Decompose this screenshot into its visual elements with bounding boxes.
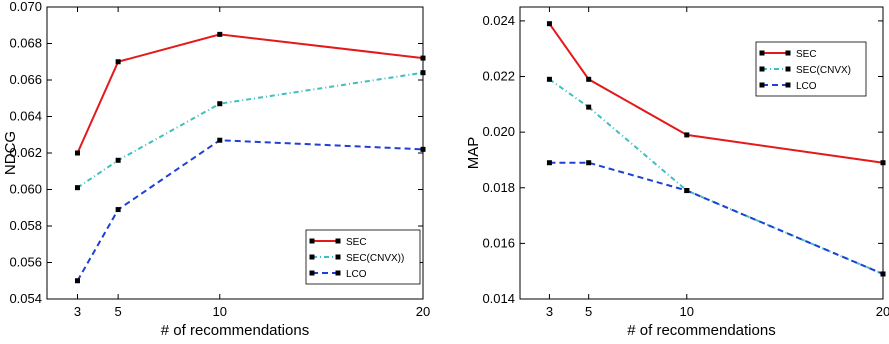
series-line-3: [76, 139, 424, 282]
series-line-1: [76, 33, 424, 154]
y-tick-label: 0.020: [482, 124, 515, 139]
data-point: [684, 132, 690, 138]
x-tick-label: 10: [213, 304, 227, 319]
legend-marker: [759, 82, 765, 88]
data-point: [546, 160, 552, 166]
data-point: [420, 55, 426, 61]
legend: SEC SEC(CNVX) LCO: [755, 41, 867, 97]
legend-label: SEC(CNVX): [796, 65, 851, 76]
legend-label: LCO: [796, 81, 817, 92]
series-line-2: [548, 78, 884, 275]
data-point: [217, 101, 223, 107]
data-point: [217, 31, 223, 37]
data-point: [420, 70, 426, 76]
series-line-3: [549, 161, 884, 275]
chart-2: 0.014 0.016 0.018 0.020 0.022 0.024 3 5 10 20 # of…: [465, 6, 889, 339]
data-point: [217, 137, 223, 143]
x-tick-label: 5: [115, 304, 122, 319]
y-tick-label: 0.018: [482, 180, 515, 195]
y-tick-label: 0.058: [9, 218, 42, 233]
legend-marker: [759, 50, 765, 56]
legend-marker: [309, 270, 315, 276]
legend-marker: [335, 270, 341, 276]
legend-marker: [335, 254, 341, 260]
x-axis-label: # of recommendations: [161, 322, 309, 339]
y-tick-label: 0.022: [482, 69, 515, 84]
data-point: [546, 76, 552, 82]
data-point: [420, 146, 426, 152]
y-tick-label: 0.060: [9, 182, 42, 197]
data-point: [115, 157, 121, 163]
data-point: [115, 207, 121, 213]
x-tick-label: 3: [74, 304, 81, 319]
series-line-2: [76, 71, 424, 189]
y-tick-label: 0.056: [9, 255, 42, 270]
y-tick-label: 0.016: [482, 235, 515, 250]
legend-label: SEC(CNVX)): [346, 253, 404, 264]
legend: SEC SEC(CNVX)) LCO: [305, 229, 421, 285]
legend-marker: [785, 82, 791, 88]
y-tick-label: 0.064: [9, 109, 42, 124]
x-tick-label: 20: [416, 304, 430, 319]
y-tick-label: 0.070: [9, 0, 42, 14]
y-tick-label: 0.062: [9, 145, 42, 160]
y-tick-label: 0.014: [482, 291, 515, 306]
x-axis-label: # of recommendations: [627, 322, 775, 339]
data-point: [74, 150, 80, 156]
legend-marker: [309, 254, 315, 260]
data-point: [546, 21, 552, 27]
legend-marker: [759, 66, 765, 72]
legend-marker: [309, 238, 315, 244]
legend-label: LCO: [346, 269, 367, 280]
x-tick-label: 3: [546, 304, 553, 319]
x-tick-label: 5: [585, 304, 592, 319]
data-point: [880, 160, 886, 166]
legend-marker: [785, 50, 791, 56]
y-tick-label: 0.024: [482, 13, 515, 28]
data-point: [684, 188, 690, 194]
x-tick-label: 10: [680, 304, 694, 319]
series-line-1: [548, 23, 884, 164]
data-point: [115, 59, 121, 65]
y-tick-label: 0.054: [9, 291, 42, 306]
legend-label: SEC: [346, 237, 367, 248]
data-point: [586, 160, 592, 166]
y-tick-label: 0.066: [9, 72, 42, 87]
y-axis-label: NDCG: [2, 131, 19, 175]
y-tick-label: 0.068: [9, 36, 42, 51]
data-point: [880, 271, 886, 277]
legend-label: SEC: [796, 49, 817, 60]
data-point: [74, 185, 80, 191]
data-point: [586, 104, 592, 110]
plot-frame: [519, 6, 884, 300]
chart-1: 0.054 0.056 0.058 0.060 0.062 0.064 0.066 0.068…: [2, 0, 430, 339]
data-point: [586, 76, 592, 82]
data-point: [74, 278, 80, 284]
legend-marker: [335, 238, 341, 244]
y-axis-label: MAP: [465, 137, 482, 170]
x-tick-label: 20: [876, 304, 889, 319]
legend-marker: [785, 66, 791, 72]
